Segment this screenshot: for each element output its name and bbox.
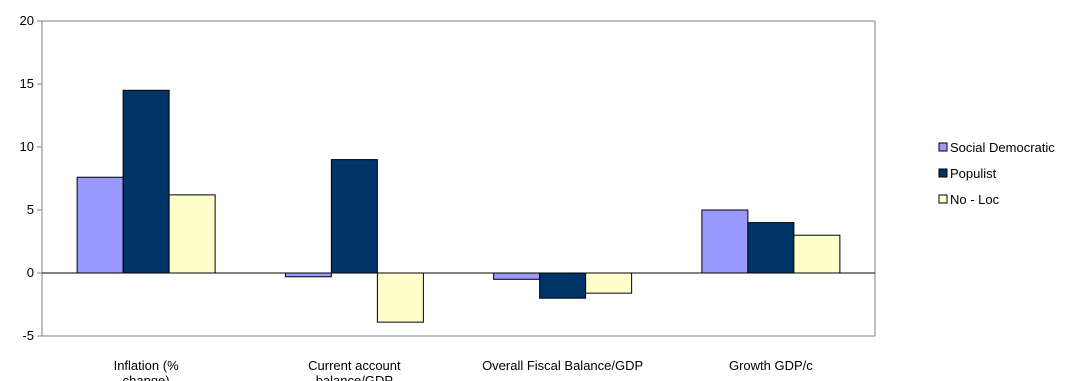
y-tick-label: -5 [22, 328, 34, 343]
legend-label: Social Democratic [950, 140, 1055, 155]
x-category-label: Growth GDP/c [729, 358, 813, 373]
y-tick-label: 20 [20, 13, 34, 28]
bar-no-loc-0 [168, 194, 216, 274]
x-axis: Inflation (% change) Current account balanc… [42, 272, 875, 381]
bar-populist-0 [122, 89, 170, 274]
bar-populist-1 [330, 159, 378, 274]
bar-social-democratic-3 [701, 209, 749, 274]
bar-social-democratic-1 [284, 272, 332, 278]
bar-populist-2 [539, 272, 587, 299]
y-tick-label: 10 [20, 139, 34, 154]
legend: Social Democratic Populist No - Loc [938, 140, 1055, 207]
bar-social-democratic-2 [493, 272, 541, 280]
legend-label: Populist [950, 166, 997, 181]
y-axis: -5 0 5 10 15 20 [20, 13, 42, 343]
plot-area [41, 20, 876, 337]
bar-populist-3 [747, 222, 795, 274]
x-category-label: Inflation (% change) [114, 358, 179, 381]
bars [76, 89, 841, 323]
bar-no-loc-1 [376, 272, 424, 323]
y-tick-label: 0 [27, 265, 34, 280]
x-category-label: Current account balance/GDP [308, 358, 401, 381]
legend-swatch [938, 168, 948, 178]
y-tick-label: 5 [27, 202, 34, 217]
bar-no-loc-3 [793, 234, 841, 274]
x-category-label: Overall Fiscal Balance/GDP [482, 358, 643, 373]
legend-swatch [938, 142, 948, 152]
bar-social-democratic-0 [76, 176, 124, 274]
legend-swatch [938, 194, 948, 204]
y-tick-label: 15 [20, 76, 34, 91]
bar-no-loc-2 [585, 272, 633, 294]
legend-label: No - Loc [950, 192, 1000, 207]
